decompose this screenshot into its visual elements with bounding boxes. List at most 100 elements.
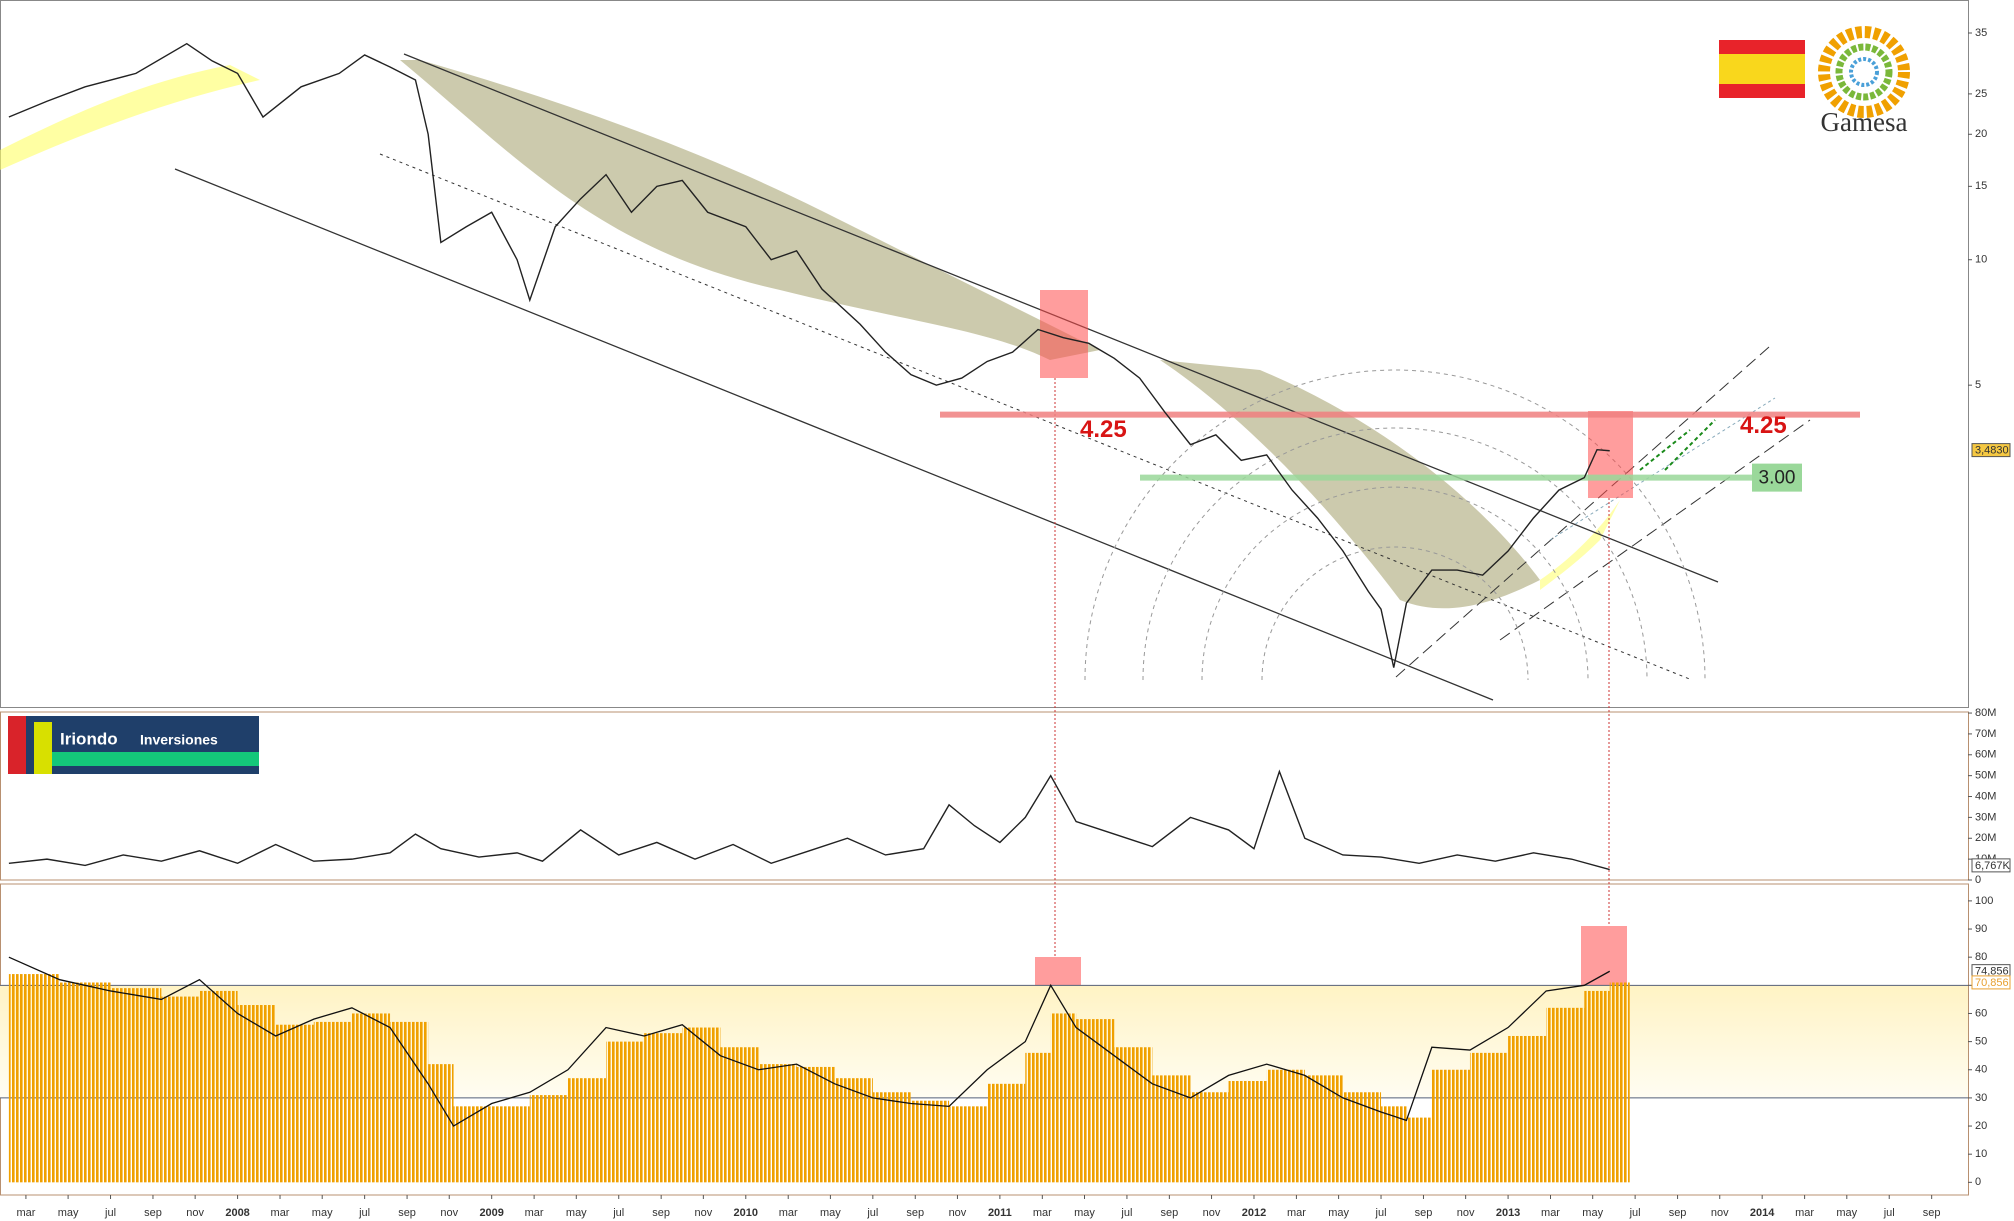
x-tick-label: mar <box>1541 1207 1560 1219</box>
level-label: 4.25 <box>1740 412 1787 439</box>
rsi-bar <box>834 1078 873 1183</box>
x-tick-label: may <box>1582 1207 1603 1219</box>
x-tick-label: nov <box>1457 1207 1475 1219</box>
logo-text: Gamesa <box>1821 107 1908 137</box>
y-tick-label: 20 <box>1975 1120 1987 1132</box>
rsi-bar <box>682 1027 721 1183</box>
rsi-bar <box>758 1064 797 1183</box>
rsi-bar <box>1025 1052 1051 1183</box>
last-label: 74,856 <box>1975 966 2009 978</box>
rsi-bar <box>1228 1081 1267 1183</box>
x-tick-label: mar <box>271 1207 290 1219</box>
last-label: 3,4830 <box>1975 445 2009 457</box>
rsi-bar <box>529 1095 568 1183</box>
rsi-bar <box>1050 1013 1077 1183</box>
y-tick-label: 5 <box>1975 379 1981 391</box>
y-tick-label: 25 <box>1975 88 1987 100</box>
x-tick-label: may <box>58 1207 79 1219</box>
rsi-bar <box>1114 1047 1153 1183</box>
x-tick-label: 2010 <box>734 1207 758 1219</box>
rsi-bar <box>1546 1007 1585 1183</box>
x-tick-label: sep <box>144 1207 162 1219</box>
rsi-bar <box>1152 1075 1191 1183</box>
rsi-bar <box>1190 1092 1229 1183</box>
x-tick-label: sep <box>398 1207 416 1219</box>
x-tick-label: nov <box>186 1207 204 1219</box>
x-tick-label: sep <box>1415 1207 1433 1219</box>
x-tick-label: jul <box>1375 1207 1387 1219</box>
rsi-bar <box>1508 1035 1547 1183</box>
y-tick-label: 40M <box>1975 790 1996 802</box>
x-tick-label: jul <box>612 1207 624 1219</box>
rsi-line <box>8 956 1611 1127</box>
x-tick-label: sep <box>1669 1207 1687 1219</box>
x-tick-label: nov <box>949 1207 967 1219</box>
rsi-bar <box>1304 1075 1343 1183</box>
rsi-bar <box>796 1066 835 1183</box>
rsi-bar <box>1431 1069 1470 1183</box>
price-panel <box>0 0 1969 708</box>
decorations <box>0 26 1910 1044</box>
x-tick-label: jul <box>104 1207 116 1219</box>
x-tick-label: nov <box>694 1207 712 1219</box>
rsi-bar <box>949 1106 988 1183</box>
series-line <box>8 769 1610 871</box>
last-tag <box>1971 443 2011 458</box>
rsi-bar <box>644 1033 683 1183</box>
y-tick-label: 30 <box>1975 1092 1987 1104</box>
x-tick-label: may <box>820 1207 841 1219</box>
rsi-bar <box>351 1013 391 1183</box>
y-tick-label: 0 <box>1975 874 1981 886</box>
y-tick-label: 50 <box>1975 1036 1987 1048</box>
rsi-bar <box>8 974 60 1183</box>
last-label: 6,767K <box>1975 860 2011 872</box>
rsi-bar <box>275 1024 314 1183</box>
rsi-bar <box>237 1005 276 1183</box>
rsi-bar <box>567 1078 607 1183</box>
rsi-bar <box>720 1047 759 1183</box>
rsi-bar <box>1076 1019 1115 1183</box>
x-tick-label: may <box>566 1207 587 1219</box>
x-tick-label: 2013 <box>1496 1207 1520 1219</box>
last-label: 70,856 <box>1975 977 2009 989</box>
rsi-bar <box>428 1064 454 1183</box>
rsi-bar <box>1584 990 1610 1183</box>
watermark-2: Inversiones <box>140 732 218 748</box>
rsi-bar <box>199 990 238 1183</box>
rsi-bar <box>1469 1052 1509 1183</box>
rsi-bar <box>313 1021 352 1183</box>
x-tick-label: mar <box>779 1207 798 1219</box>
x-tick-label: may <box>1836 1207 1857 1219</box>
x-tick-label: sep <box>1160 1207 1178 1219</box>
rsi-bar <box>987 1083 1026 1183</box>
x-tick-label: jul <box>1629 1207 1641 1219</box>
y-tick-label: 15 <box>1975 180 1987 192</box>
rsi-bar <box>453 1106 492 1183</box>
x-tick-label: mar <box>525 1207 544 1219</box>
y-tick-label: 10 <box>1975 1148 1987 1160</box>
y-tick-label: 50M <box>1975 770 1996 782</box>
x-tick-label: nov <box>1711 1207 1729 1219</box>
rsi-bar <box>1342 1092 1382 1183</box>
rsi-bar <box>1266 1069 1305 1183</box>
x-tick-label: 2012 <box>1242 1207 1266 1219</box>
rsi-bar <box>1381 1106 1407 1183</box>
rsi-bar <box>1406 1117 1432 1183</box>
x-tick-label: jul <box>866 1207 878 1219</box>
level-box <box>1752 463 1802 492</box>
x-tick-label: jul <box>1883 1207 1895 1219</box>
series-line <box>8 42 1610 668</box>
y-tick-label: 100 <box>1975 895 1993 907</box>
y-tick-label: 35 <box>1975 27 1987 39</box>
y-tick-label: 60 <box>1975 1007 1987 1019</box>
x-tick-label: may <box>1328 1207 1349 1219</box>
y-tick-label: 10 <box>1975 254 1987 266</box>
x-tick-label: may <box>1074 1207 1095 1219</box>
rsi-bar <box>872 1092 911 1183</box>
x-tick-label: 2011 <box>988 1207 1012 1219</box>
y-tick-label: 20 <box>1975 128 1987 140</box>
volume-panel <box>0 711 1969 881</box>
x-tick-label: sep <box>652 1207 670 1219</box>
y-tick-label: 20M <box>1975 832 1996 844</box>
